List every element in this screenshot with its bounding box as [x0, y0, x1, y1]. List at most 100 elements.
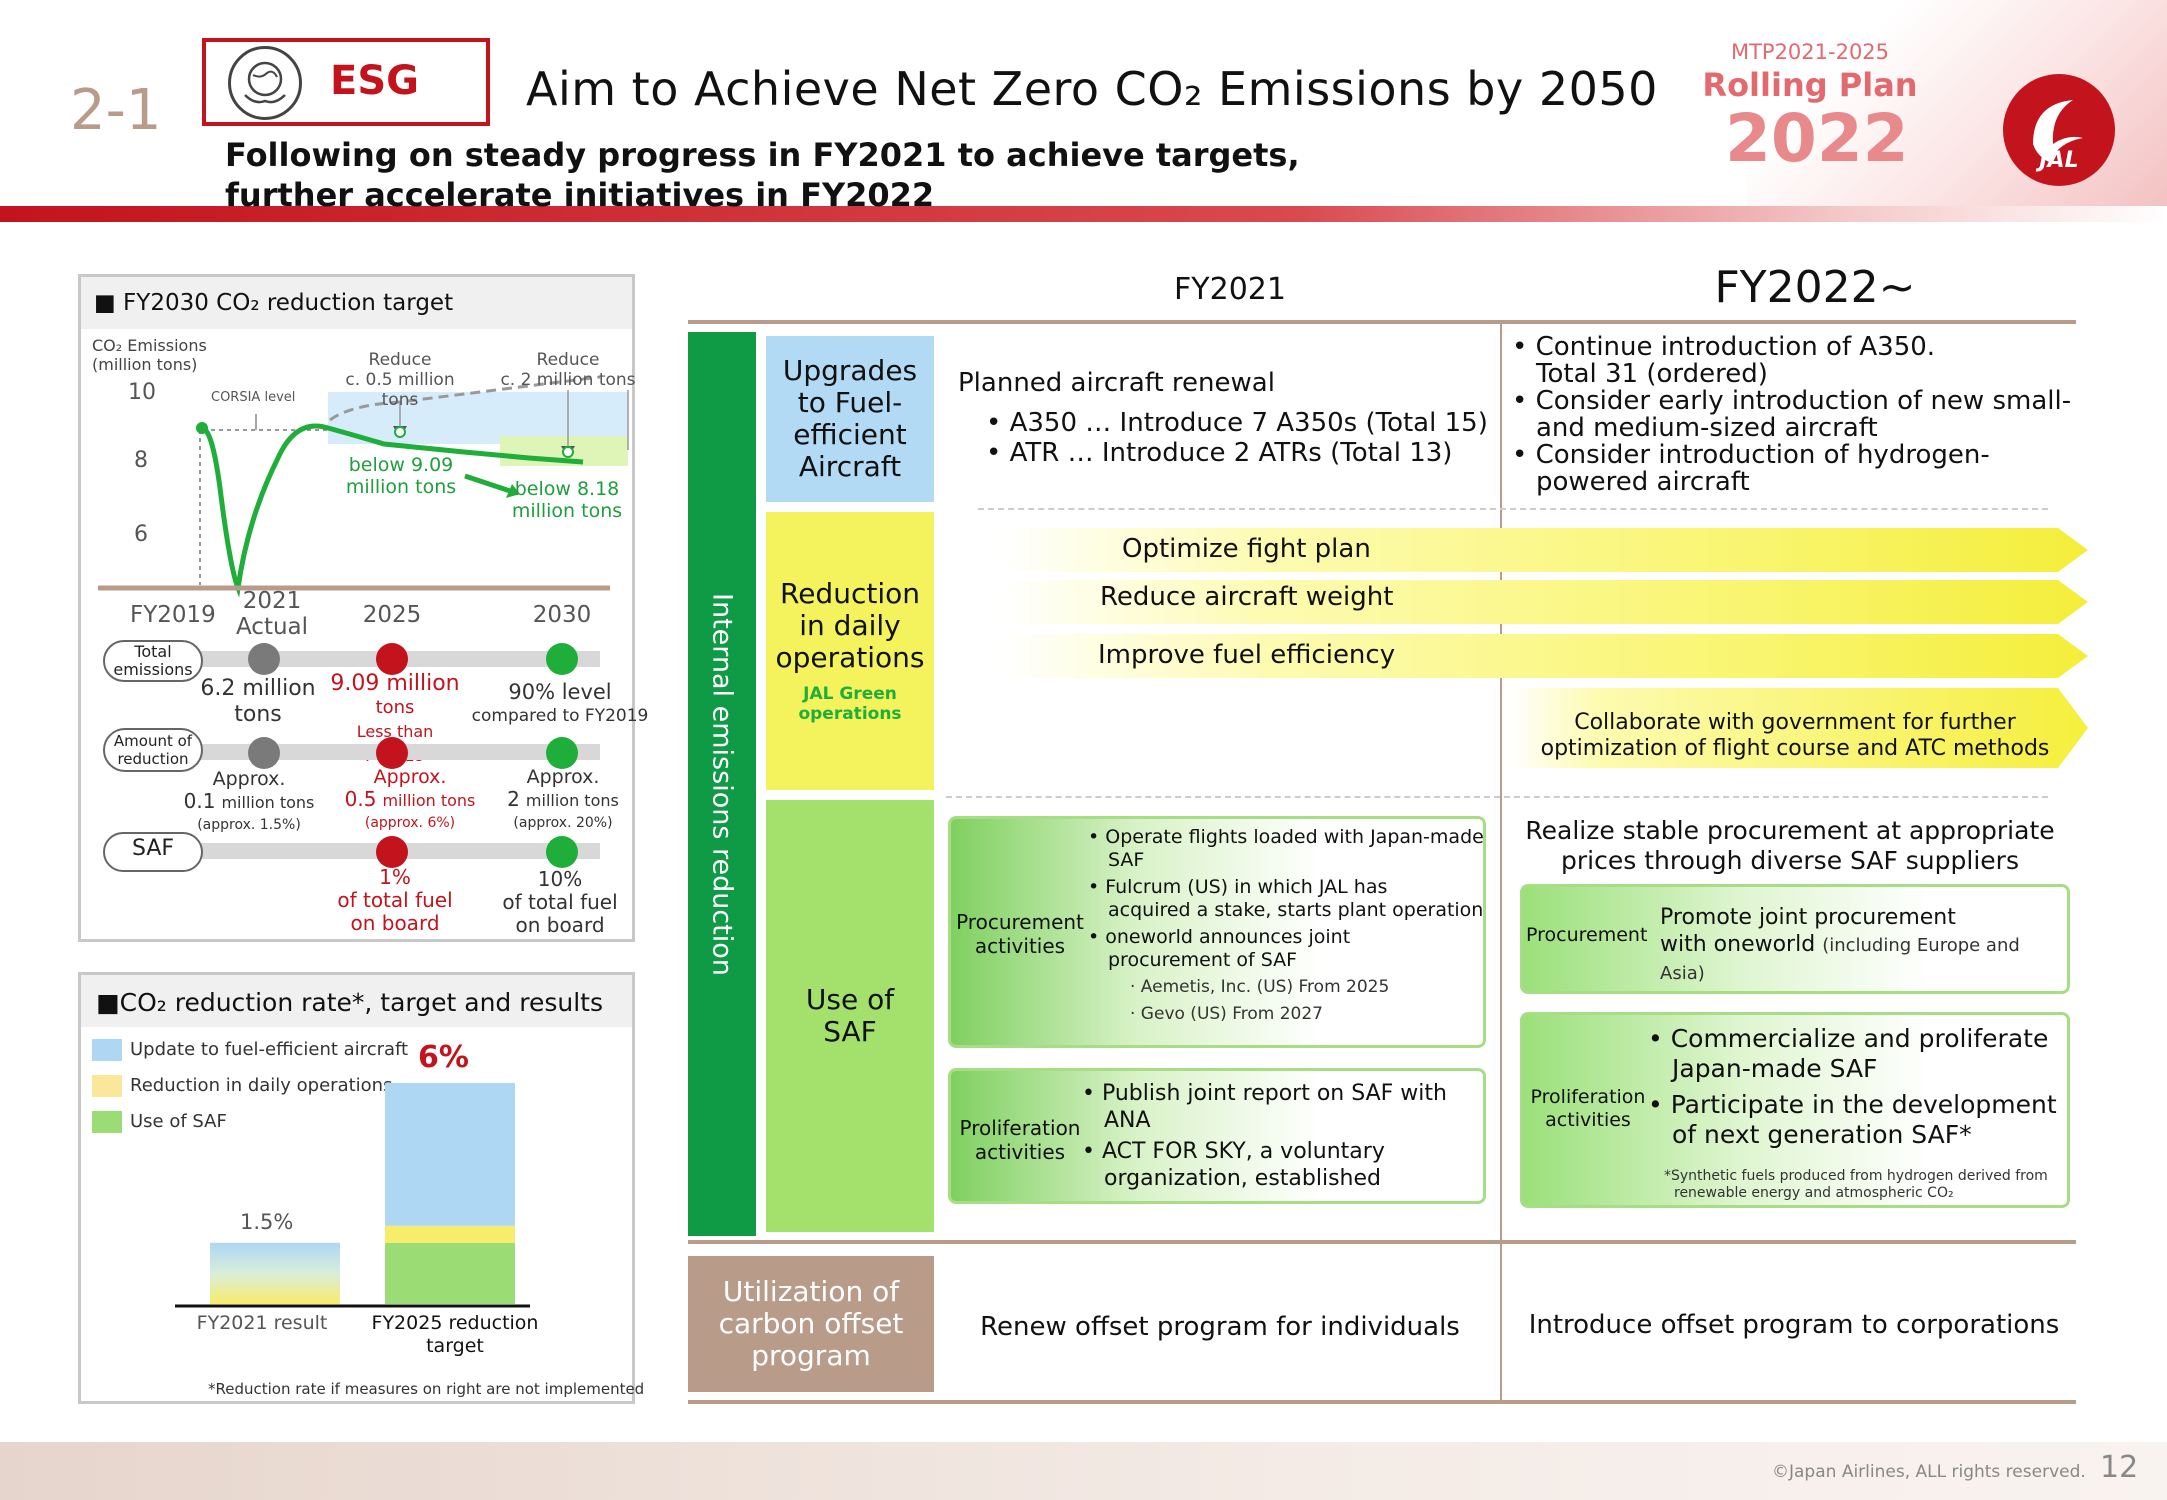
arrow4-label: Collaborate with government for further o… [1540, 710, 2050, 761]
saf-2030-value: 10% of total fuel on board [502, 867, 618, 937]
offset-fy2022: Introduce offset program to corporations [1528, 1310, 2060, 1340]
saf-fy2022-procurement-box [1520, 884, 2070, 994]
reduce2-label: Reduce c. 2 million tons [500, 350, 636, 390]
bar-fy2025-segment-0 [385, 1242, 515, 1304]
legend-saf: Use of SAF [130, 1111, 227, 1132]
cat-carbon-offset: Utilization of carbon offset program [688, 1256, 934, 1392]
bar-label-fy2021: 1.5% [240, 1210, 294, 1234]
column-divider [1500, 324, 1502, 1404]
year-fy2019: FY2019 [130, 602, 216, 628]
year-2021: 2021 Actual [235, 588, 309, 640]
row-separator-2 [946, 796, 2048, 798]
aircraft-renewal-title: Planned aircraft renewal [958, 368, 1275, 398]
bar-fy2021 [210, 1242, 340, 1304]
tick-8: 8 [134, 448, 148, 473]
reduction-rate-chart [175, 1083, 530, 1308]
below-909-label: below 9.09 million tons [345, 454, 457, 498]
atr-plan: • ATR … Introduce 2 ATRs (Total 13) [986, 438, 1453, 468]
tick-6: 6 [134, 522, 148, 547]
category-fy2025: FY2025 reduction target [371, 1312, 539, 1357]
amount-dot-2021 [248, 737, 280, 769]
legend-aircraft: Update to fuel-efficient aircraft [130, 1039, 409, 1060]
arrow3-label: Improve fuel efficiency [1098, 640, 1396, 670]
below-818-label: below 8.18 million tons [511, 478, 623, 522]
tick-10: 10 [128, 380, 156, 405]
saf-fy2022-proliferation-box [1520, 1012, 2070, 1208]
saf-proliferation-box [948, 1068, 1486, 1204]
amount-dot-2030 [546, 737, 578, 769]
reduction-rate-panel [78, 972, 635, 1404]
legend-swatch-saf [92, 1111, 122, 1133]
legend-daily-ops: Reduction in daily operations [130, 1075, 393, 1096]
legend-swatch-aircraft [92, 1039, 122, 1061]
page-title: Aim to Achieve Net Zero CO₂ Emissions by… [526, 62, 1658, 116]
cat-use-of-saf: Use of SAF [766, 800, 934, 1232]
plan-year: 2022 [1725, 100, 1909, 177]
total-dot-2025 [376, 643, 408, 675]
category-fy2021: FY2021 result [196, 1312, 328, 1334]
total-2030-value: 90% level compared to FY2019 [471, 680, 649, 726]
section-number: 2-1 [70, 78, 162, 143]
arrow2-label: Reduce aircraft weight [1100, 582, 1394, 612]
year-2030: 2030 [532, 602, 592, 628]
page-subtitle: Following on steady progress in FY2021 t… [225, 136, 1300, 214]
reduce1-label: Reduce c. 0.5 million tons [345, 350, 455, 410]
offset-fy2021: Renew offset program for individuals [980, 1312, 1460, 1342]
aircraft-fy2022-list: • Continue introduction of A350. Total 3… [1512, 332, 2072, 497]
amount-2021-value: Approx. 0.1 million tons (approx. 1.5%) [183, 768, 315, 833]
esg-tag: ESG [330, 58, 419, 104]
mtp-label: MTP2021-2025 [1730, 40, 1890, 64]
footer-bar [0, 1442, 2167, 1500]
synthetic-fuel-footnote: *Synthetic fuels produced from hydrogen … [1664, 1168, 2048, 1201]
offset-top-rule [688, 1240, 2076, 1244]
pill-total-emissions: Total emissions [103, 640, 203, 682]
amount-2030-value: Approx. 2 million tons (approx. 20%) [507, 766, 619, 831]
corsia-label: CORSIA level [211, 390, 296, 405]
saf-2025-value: 1% of total fuel on board [337, 865, 453, 935]
arrow-collaborate-government [1510, 688, 2088, 768]
pill-amount-of-reduction: Amount of reduction [103, 728, 203, 772]
row-separator-1 [978, 508, 2048, 510]
copyright: ©Japan Airlines, ALL rights reserved. [1772, 1462, 2086, 1482]
saf-dot-2025 [376, 836, 408, 868]
saf-proliferation-list: • Publish joint report on SAF with ANA •… [1082, 1081, 1447, 1191]
jal-crane-logo-icon [2003, 74, 2115, 186]
saf-dot-2030 [546, 836, 578, 868]
saf-procurement-box [948, 816, 1486, 1048]
total-2021-value: 6.2 million tons [200, 676, 316, 727]
arrow1-label: Optimize fight plan [1122, 534, 1371, 564]
amount-dot-2025 [376, 737, 408, 769]
cat-fuel-efficient-aircraft: Upgrades to Fuel-efficient Aircraft [766, 336, 934, 502]
header-rule [688, 320, 2076, 324]
col-fy2021: FY2021 [1174, 272, 1286, 307]
cat-daily-operations: Reduction in daily operations JAL Green o… [766, 512, 934, 790]
rolling-plan-label: Rolling Plan [1702, 66, 1918, 104]
chart-footnote: *Reduction rate if measures on right are… [208, 1380, 645, 1398]
legend-swatch-daily-ops [92, 1075, 122, 1097]
target-panel-header [81, 277, 632, 329]
internal-emissions-bar [688, 332, 756, 1236]
year-2025: 2025 [362, 602, 422, 628]
col-fy2022: FY2022~ [1714, 262, 1916, 313]
saf-procurement-list: • Operate flights loaded with Japan-made… [1088, 826, 1484, 1024]
arrow-reduce-weight [1000, 580, 2088, 624]
saf-fy2022-procurement-text: Promote joint procurement with oneworld (… [1660, 905, 2020, 984]
saf-fy2022-proliferation-label: Proliferation activities [1530, 1086, 1646, 1131]
emissions-axis-label: CO₂ Emissions (million tons) [92, 336, 207, 374]
bar-fy2025-segment-2 [385, 1083, 515, 1226]
target-panel [78, 274, 635, 942]
arrow-optimize-flight-plan [1000, 528, 2088, 572]
header-bar [0, 206, 2167, 222]
pill-saf: SAF [103, 832, 203, 872]
a350-plan: • A350 … Introduce 7 A350s (Total 15) [986, 408, 1488, 438]
bar-label-fy2025: 6% [418, 1040, 469, 1075]
page-number: 12 [2100, 1450, 2139, 1485]
saf-fy2022-heading: Realize stable procurement at appropriat… [1525, 816, 2055, 875]
jal-logo-text: JAL [2039, 148, 2079, 173]
total-dot-2021 [248, 643, 280, 675]
amount-2025-value: Approx. 0.5 million tons (approx. 6%) [344, 766, 476, 831]
bar-fy2025-segment-1 [385, 1225, 515, 1243]
emissions-trend-chart [98, 375, 629, 598]
saf-proliferation-label: Proliferation activities [959, 1116, 1081, 1164]
saf-fy2022-proliferation-list: • Commercialize and proliferate Japan-ma… [1648, 1024, 2057, 1149]
